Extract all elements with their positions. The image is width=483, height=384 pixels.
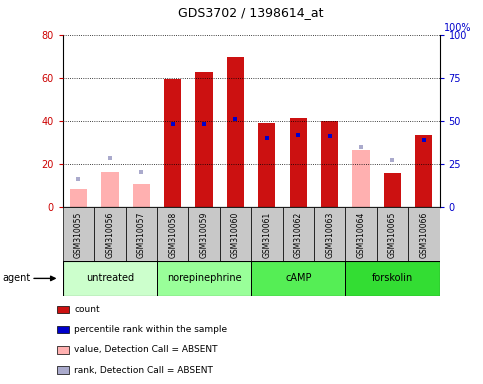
Bar (133, 184, 150, 207)
Text: GSM310065: GSM310065 (388, 212, 397, 258)
Bar (101, 172, 118, 207)
Bar (157, 207, 188, 261)
Text: forskolin: forskolin (372, 273, 413, 283)
Bar (57, 306, 69, 313)
Text: GSM310066: GSM310066 (419, 212, 428, 258)
Text: GSM310060: GSM310060 (231, 212, 240, 258)
Bar (157, 261, 251, 296)
Text: GSM310055: GSM310055 (74, 212, 83, 258)
Bar (283, 207, 314, 261)
Bar (63, 261, 157, 296)
Bar (220, 207, 251, 261)
Bar (57, 366, 69, 374)
Bar (345, 207, 377, 261)
Text: GSM310061: GSM310061 (262, 212, 271, 258)
Bar (251, 261, 345, 296)
Text: norepinephrine: norepinephrine (167, 273, 242, 283)
Bar (57, 346, 69, 354)
Bar (164, 79, 181, 207)
Text: agent: agent (2, 273, 30, 283)
Text: count: count (74, 305, 100, 314)
Text: rank, Detection Call = ABSENT: rank, Detection Call = ABSENT (74, 366, 213, 374)
Text: untreated: untreated (86, 273, 134, 283)
Bar (251, 207, 283, 261)
Text: GSM310058: GSM310058 (168, 212, 177, 258)
Bar (314, 207, 345, 261)
Bar (353, 150, 369, 207)
Bar (70, 189, 87, 207)
Bar (290, 118, 307, 207)
Bar (57, 326, 69, 333)
Bar (196, 72, 213, 207)
Text: value, Detection Call = ABSENT: value, Detection Call = ABSENT (74, 346, 218, 354)
Text: GSM310064: GSM310064 (356, 212, 366, 258)
Bar (188, 207, 220, 261)
Bar (408, 207, 440, 261)
Bar (321, 121, 338, 207)
Text: GSM310063: GSM310063 (325, 212, 334, 258)
Text: cAMP: cAMP (285, 273, 312, 283)
Text: GDS3702 / 1398614_at: GDS3702 / 1398614_at (178, 6, 324, 19)
Bar (94, 207, 126, 261)
Bar (258, 123, 275, 207)
Bar (384, 173, 401, 207)
Text: GSM310057: GSM310057 (137, 212, 146, 258)
Bar (227, 57, 244, 207)
Text: GSM310059: GSM310059 (199, 212, 209, 258)
Bar (415, 135, 432, 207)
Text: percentile rank within the sample: percentile rank within the sample (74, 325, 227, 334)
Text: 100%: 100% (444, 23, 471, 33)
Bar (63, 207, 94, 261)
Bar (377, 207, 408, 261)
Text: GSM310056: GSM310056 (105, 212, 114, 258)
Bar (345, 261, 440, 296)
Bar (126, 207, 157, 261)
Text: GSM310062: GSM310062 (294, 212, 303, 258)
